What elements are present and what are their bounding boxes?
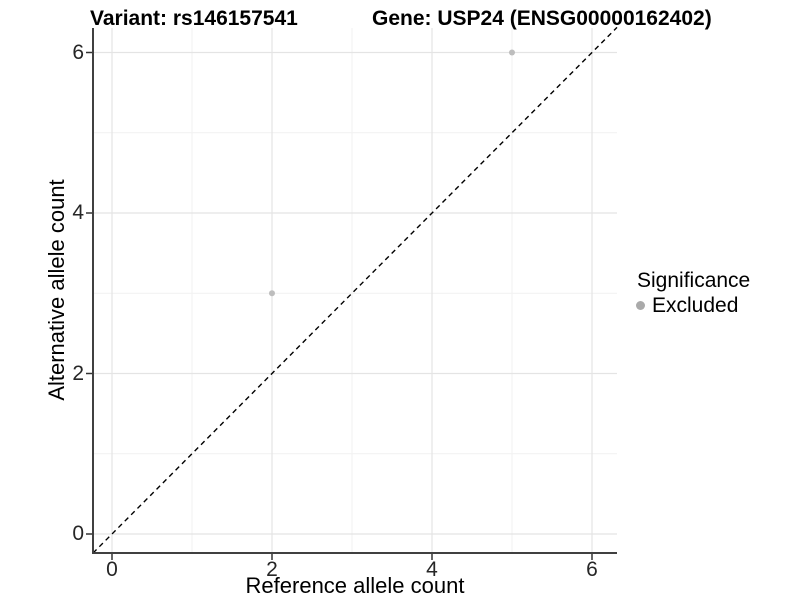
plot-title-gene: Gene: USP24 (ENSG00000162402) bbox=[372, 7, 712, 30]
x-axis-tick-label: 0 bbox=[106, 558, 118, 581]
x-axis-tick-label: 6 bbox=[586, 558, 598, 581]
x-axis-tick-label: 4 bbox=[426, 558, 438, 581]
y-axis-tick-label: 0 bbox=[72, 522, 84, 545]
legend-item-excluded: Excluded bbox=[632, 293, 750, 318]
y-axis-tick-label: 4 bbox=[72, 201, 84, 224]
legend: Significance Excluded bbox=[632, 268, 750, 318]
legend-title: Significance bbox=[637, 269, 751, 292]
identity-reference-line bbox=[92, 26, 618, 554]
x-axis-tick-label: 2 bbox=[266, 558, 278, 581]
y-axis-tick-label: 2 bbox=[72, 361, 84, 385]
data-point bbox=[509, 49, 515, 56]
legend-point-icon bbox=[636, 301, 645, 310]
legend-item-label: Excluded bbox=[652, 293, 739, 317]
y-axis-tick-label: 6 bbox=[72, 40, 84, 64]
data-point bbox=[269, 290, 275, 297]
plot-title-variant: Variant: rs146157541 bbox=[90, 7, 298, 30]
x-axis-title: Reference allele count bbox=[245, 573, 465, 598]
